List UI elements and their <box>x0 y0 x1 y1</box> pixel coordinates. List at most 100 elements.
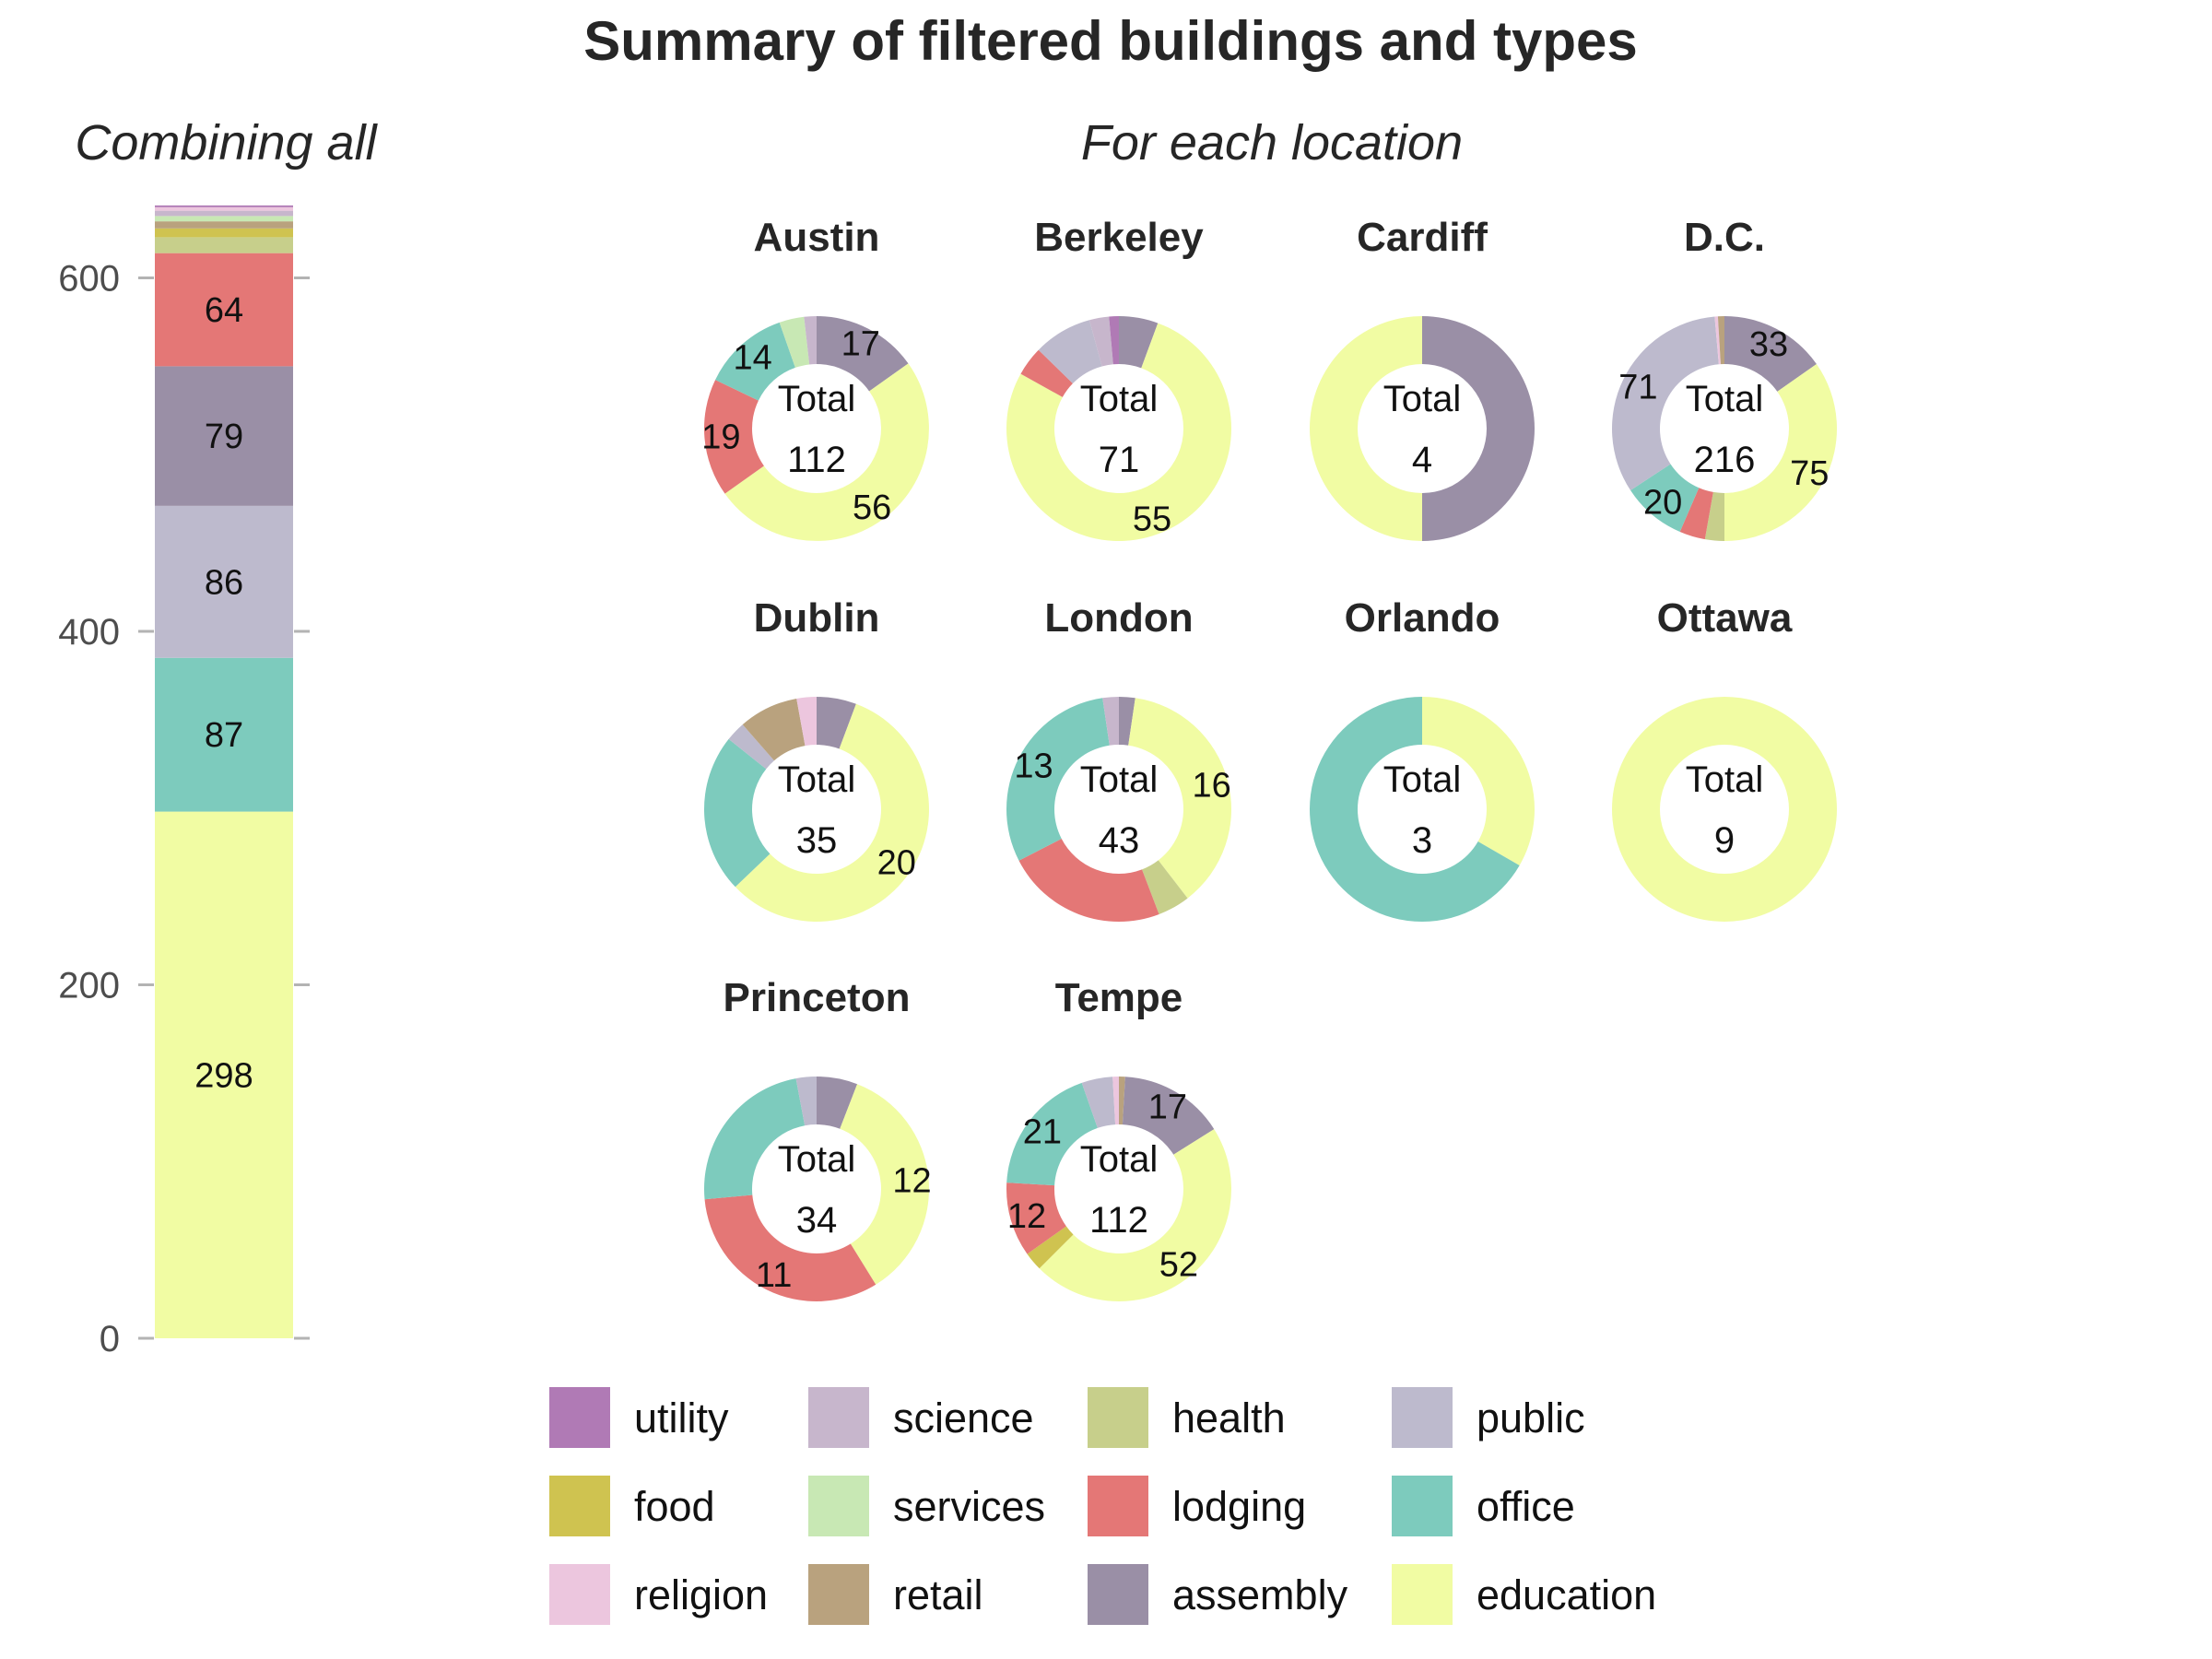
bar-segment-label: 298 <box>194 1056 253 1095</box>
location-name: Tempe <box>1055 975 1183 1020</box>
donut-slice-education <box>1422 697 1535 865</box>
legend-item-lodging: lodging <box>1088 1476 1306 1536</box>
legend-label: services <box>893 1483 1045 1530</box>
donut-slice-label: 33 <box>1749 325 1788 364</box>
donut-slice-assembly <box>1119 697 1135 746</box>
legend-item-religion: religion <box>549 1564 768 1625</box>
donut-slice-label: 12 <box>892 1161 931 1200</box>
legend-item-education: education <box>1392 1564 1656 1625</box>
combined-subtitle: Combining all <box>75 115 378 171</box>
y-tick-label: 0 <box>100 1319 120 1359</box>
location-name: London <box>1044 595 1193 641</box>
donut-slice-education <box>1310 316 1422 541</box>
donut-slice-education <box>1128 698 1231 899</box>
donut-slice-education <box>1006 323 1231 541</box>
legend-label: retail <box>893 1571 983 1618</box>
bar-segment-services <box>155 216 293 222</box>
y-tick-label: 200 <box>58 966 120 1006</box>
donut-slice-education <box>1724 364 1837 541</box>
bar-segment-lodging <box>155 253 293 367</box>
donut-total-label: Total <box>778 759 856 800</box>
donut-slice-lodging <box>1006 1182 1066 1254</box>
donut-slice-label: 71 <box>1618 369 1657 407</box>
legend: utility food religion science services retail… <box>549 1387 1656 1625</box>
bar-segment-utility <box>155 205 293 207</box>
bar-segment-education <box>155 811 293 1338</box>
donut-dublin: Dublin 20 Total 35 <box>704 595 929 922</box>
legend-label: public <box>1477 1394 1585 1441</box>
donut-total-label: Total <box>1686 379 1764 419</box>
donut-total-value: 112 <box>1089 1200 1148 1241</box>
combined-stacked-bar: 298 87 86 79 64 <box>155 205 293 1338</box>
donut-slice-label: 20 <box>1643 484 1682 523</box>
bar-segment-label: 87 <box>205 716 243 755</box>
legend-item-utility: utility <box>549 1387 729 1448</box>
chart-title: Summary of filtered buildings and types <box>583 10 1638 72</box>
donut-slice-label: 17 <box>1148 1088 1187 1126</box>
legend-swatch <box>808 1476 869 1536</box>
donut-total-value: 216 <box>1694 440 1756 480</box>
donut-slice-science <box>1102 697 1119 746</box>
donut-orlando: Orlando Total 3 <box>1310 595 1535 922</box>
y-tick-label: 600 <box>58 259 120 300</box>
donut-slice-services <box>779 316 810 368</box>
bar-segment-label: 86 <box>205 563 243 602</box>
donut-slice-office <box>704 1078 806 1200</box>
donut-slice-lodging <box>1679 488 1713 540</box>
donut-berkeley: Berkeley 55 Total 71 <box>1006 215 1231 541</box>
legend-label: education <box>1477 1571 1656 1618</box>
location-name: Princeton <box>724 975 911 1020</box>
location-name: Dublin <box>754 595 880 641</box>
donut-slice-label: 20 <box>877 843 916 882</box>
donut-slice-science <box>1088 316 1113 367</box>
legend-swatch <box>808 1564 869 1625</box>
location-donut-grid: Austin17561914Total112Berkeley55Total71C… <box>701 215 1837 1301</box>
donut-slice-label: 16 <box>1192 767 1230 806</box>
donut-slice-office <box>1310 697 1520 922</box>
donut-slice-education <box>1612 697 1837 922</box>
donut-total-label: Total <box>1080 379 1159 419</box>
location-name: Cardiff <box>1357 215 1488 260</box>
bar-segment-office <box>155 657 293 812</box>
y-tick-label: 400 <box>58 612 120 653</box>
donut-slice-utility <box>1109 316 1119 365</box>
donut-slice-label: 55 <box>1133 500 1171 539</box>
donut-slice-label: 12 <box>1007 1197 1046 1236</box>
donut-slice-lodging <box>704 380 764 494</box>
donut-cardiff: Cardiff Total 4 <box>1310 215 1535 541</box>
legend-swatch <box>549 1387 610 1448</box>
location-name: D.C. <box>1684 215 1765 260</box>
legend-item-public: public <box>1392 1387 1585 1448</box>
donut-slice-label: 13 <box>1014 747 1053 785</box>
legend-swatch <box>1088 1476 1148 1536</box>
donut-slice-office <box>704 738 771 888</box>
legend-swatch <box>1088 1564 1148 1625</box>
bar-segment-health <box>155 237 293 253</box>
donut-total-value: 35 <box>796 820 838 861</box>
legend-swatch <box>808 1387 869 1448</box>
donut-slice-religion <box>1714 316 1721 365</box>
donut-total-label: Total <box>778 1139 856 1180</box>
location-name: Ottawa <box>1657 595 1793 641</box>
donut-total-label: Total <box>1383 759 1462 800</box>
donut-slice-lodging <box>1020 349 1073 397</box>
bar-segment-label: 64 <box>205 291 243 330</box>
donut-slice-label: 17 <box>841 325 880 364</box>
legend-label: lodging <box>1172 1483 1306 1530</box>
legend-item-health: health <box>1088 1387 1286 1448</box>
location-name: Berkeley <box>1034 215 1204 260</box>
donut-slice-office <box>1006 1082 1098 1186</box>
donut-slice-assembly <box>1724 316 1817 392</box>
donut-slice-assembly <box>1122 1077 1215 1155</box>
donut-slice-office <box>715 322 795 401</box>
location-name: Austin <box>754 215 880 260</box>
donut-slice-public <box>728 724 774 770</box>
bar-segment-religion <box>155 206 293 211</box>
donut-slice-label: 56 <box>853 488 891 527</box>
donut-slice-public <box>1081 1077 1116 1128</box>
legend-label: utility <box>634 1394 729 1441</box>
donut-slice-food <box>1027 1226 1074 1269</box>
location-name: Orlando <box>1345 595 1500 641</box>
